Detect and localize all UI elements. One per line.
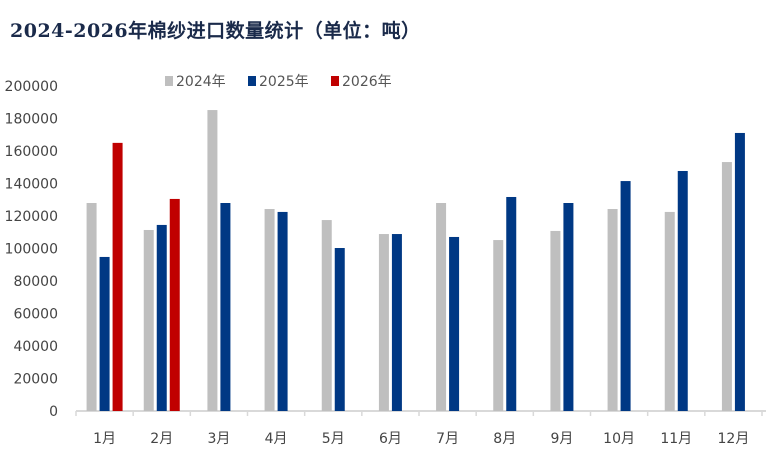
y-tick-label: 200000 — [5, 79, 58, 95]
legend-swatch-1 — [248, 76, 256, 86]
bar-2025-12 — [734, 132, 745, 411]
x-tick-label: 5月 — [322, 431, 345, 447]
legend-swatch-2 — [331, 76, 339, 86]
bar-2024-9 — [550, 230, 561, 411]
bar-2024-4 — [264, 209, 275, 411]
y-tick-label: 180000 — [5, 112, 58, 128]
bar-2024-10 — [607, 209, 618, 411]
x-tick-label: 6月 — [379, 431, 402, 447]
bar-2025-3 — [220, 203, 231, 411]
bar-2025-7 — [449, 236, 460, 411]
bar-2024-12 — [721, 162, 732, 411]
bar-2025-4 — [277, 211, 288, 411]
bar-2024-5 — [321, 220, 332, 411]
bar-2024-7 — [436, 203, 447, 411]
x-tick-label: 11月 — [660, 431, 692, 447]
bar-2024-6 — [378, 234, 389, 411]
x-tick-label: 7月 — [436, 431, 459, 447]
y-tick-label: 120000 — [5, 209, 58, 225]
y-tick-label: 140000 — [5, 177, 58, 193]
bar-2024-1 — [86, 203, 97, 411]
legend-swatch-0 — [165, 76, 173, 86]
x-tick-label: 12月 — [718, 431, 750, 447]
bar-2024-8 — [493, 240, 504, 411]
bar-2025-6 — [391, 234, 402, 411]
bar-2026-1 — [112, 142, 123, 411]
y-tick-label: 100000 — [5, 242, 58, 258]
bar-2025-5 — [334, 248, 345, 411]
legend-label: 2026年 — [342, 74, 392, 90]
y-tick-label: 0 — [49, 404, 58, 420]
bar-2025-10 — [620, 181, 631, 411]
legend-label: 2024年 — [176, 74, 226, 90]
bar-2024-2 — [143, 229, 154, 411]
bar-2025-11 — [677, 170, 688, 411]
y-tick-label: 60000 — [13, 307, 58, 323]
chart-title: 2024-2026年棉纱进口数量统计（单位：吨） — [10, 20, 421, 42]
x-tick-label: 3月 — [207, 431, 230, 447]
y-tick-label: 80000 — [13, 274, 58, 290]
x-tick-label: 10月 — [603, 431, 635, 447]
bar-2025-8 — [506, 196, 517, 411]
bar-2025-9 — [563, 203, 574, 411]
legend-label: 2025年 — [259, 74, 309, 90]
bar-2024-3 — [207, 110, 218, 412]
x-tick-label: 9月 — [550, 431, 573, 447]
x-tick-label: 2月 — [150, 431, 173, 447]
x-tick-label: 8月 — [493, 431, 516, 447]
y-tick-label: 160000 — [5, 144, 58, 160]
y-tick-label: 40000 — [13, 339, 58, 355]
bar-2025-1 — [99, 256, 110, 411]
y-tick-label: 20000 — [13, 372, 58, 388]
bar-2026-2 — [169, 198, 180, 411]
bar-2025-2 — [156, 224, 167, 411]
x-tick-label: 1月 — [93, 431, 116, 447]
x-tick-label: 4月 — [265, 431, 288, 447]
bar-2024-11 — [664, 211, 675, 411]
